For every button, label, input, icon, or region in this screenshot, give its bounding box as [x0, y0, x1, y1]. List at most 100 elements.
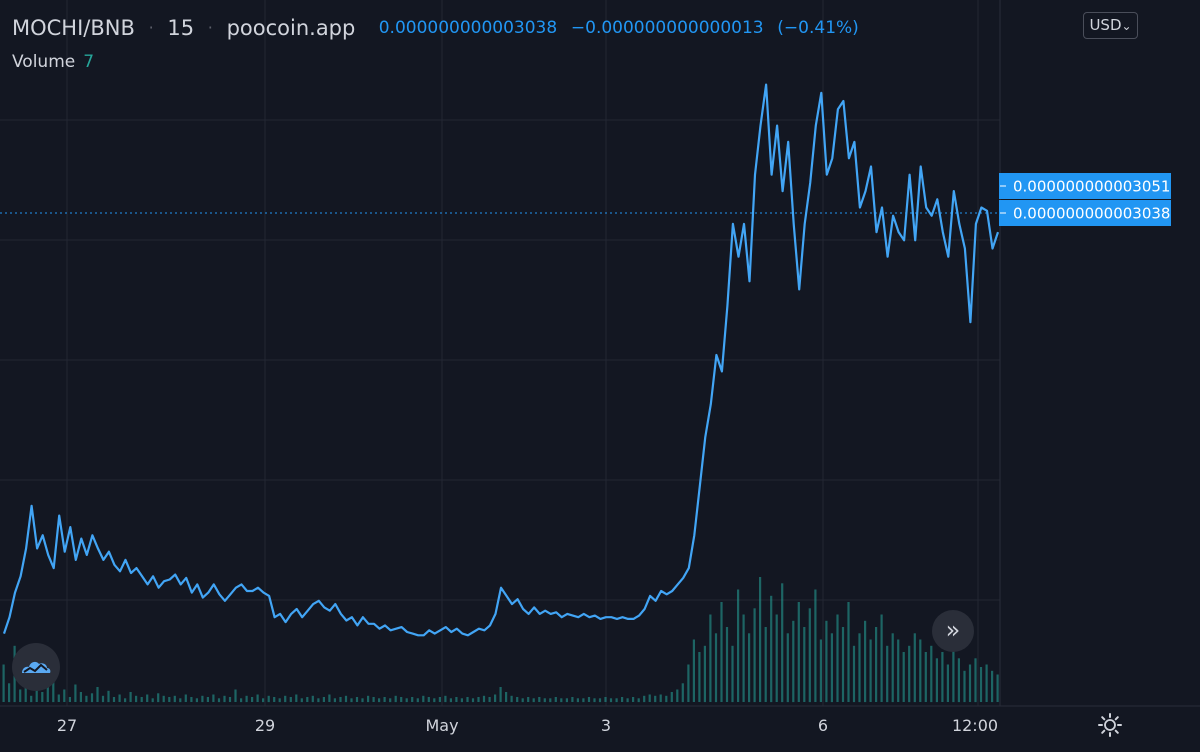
volume-bar [344, 695, 348, 703]
volume-bar [162, 695, 165, 703]
volume-bars [2, 577, 999, 703]
volume-bar [924, 652, 927, 702]
volume-bar [228, 697, 232, 702]
volume-bar [786, 633, 789, 703]
volume-bar [427, 697, 430, 702]
volume-bar [637, 698, 640, 703]
volume-bar [819, 639, 822, 702]
volume-bar [753, 608, 756, 703]
volume-bar [886, 645, 889, 703]
currency-label: USD [1089, 16, 1122, 34]
x-tick-label: May [425, 716, 458, 735]
volume-bar [957, 658, 960, 703]
volume-bar [422, 695, 425, 703]
volume-bar [648, 694, 651, 702]
volume-bar [941, 652, 944, 702]
price-axis-label-text: 0.000000000003038 [1013, 205, 1170, 223]
volume-bar [168, 697, 171, 702]
volume-bar [742, 614, 745, 702]
volume-bar [808, 608, 811, 703]
volume-bar [107, 690, 110, 703]
volume-bar [632, 697, 635, 702]
volume-bar [681, 683, 684, 703]
volume-bar [996, 674, 999, 702]
volume-bar [124, 698, 127, 703]
volume-bar [952, 645, 955, 703]
volume-bar [57, 694, 60, 702]
volume-bar [825, 620, 828, 703]
volume-bar [256, 694, 259, 702]
volume-bar [284, 695, 287, 703]
volume-bar [875, 627, 878, 702]
volume-bar [709, 614, 712, 702]
volume-bar [775, 614, 778, 702]
volume-bar [245, 695, 248, 703]
volume-bar [621, 697, 624, 702]
volume-bar [278, 698, 281, 703]
currency-selector[interactable]: USD⌄ [1083, 12, 1138, 39]
tradingview-logo[interactable] [12, 643, 60, 691]
volume-bar [869, 639, 872, 702]
volume-bar [383, 697, 386, 702]
volume-bar [626, 698, 629, 703]
volume-bar [449, 698, 452, 703]
volume-bar [135, 695, 138, 703]
volume-bar [240, 698, 243, 703]
tradingview-cloud-logo-icon [22, 661, 51, 673]
volume-bar [703, 645, 706, 703]
volume-bar [549, 698, 552, 703]
volume-bar [333, 698, 336, 703]
volume-bar [8, 683, 11, 703]
volume-bar [803, 627, 806, 702]
volume-bar [466, 697, 469, 702]
volume-bar [968, 664, 972, 702]
volume-bar [195, 698, 198, 703]
volume-bar [146, 694, 149, 702]
volume-bar [665, 695, 668, 703]
volume-bar [670, 692, 673, 702]
volume-label[interactable]: Volume [12, 52, 76, 72]
volume-bar [438, 697, 441, 702]
volume-bar [212, 694, 215, 702]
interval-label[interactable]: 15 [167, 16, 195, 40]
price-change-percent: (−0.41%) [777, 18, 859, 38]
volume-bar [897, 639, 900, 702]
volume-bar [891, 633, 894, 703]
chart-settings-button[interactable] [1097, 712, 1123, 738]
volume-bar [858, 633, 861, 703]
volume-bar [692, 639, 695, 702]
x-tick-label: 29 [255, 716, 275, 735]
volume-bar [300, 698, 303, 703]
volume-bar [112, 697, 116, 702]
volume-bar [527, 697, 530, 702]
volume-bar [372, 697, 375, 702]
volume-bar [400, 697, 403, 702]
volume-bar [251, 697, 254, 702]
volume-bar [676, 689, 679, 702]
scroll-to-realtime-button[interactable]: » [932, 610, 974, 652]
volume-bar [720, 602, 723, 702]
volume-bar [223, 695, 226, 703]
volume-bar [488, 697, 491, 702]
volume-bar [643, 695, 646, 703]
volume-bar [543, 698, 546, 703]
volume-bar [609, 698, 613, 703]
volume-bar [234, 689, 237, 702]
price-axis-label: 0.000000000003051 [999, 173, 1171, 199]
volume-bar [604, 697, 607, 702]
volume-bar [571, 697, 574, 702]
volume-bar [405, 698, 408, 703]
volume-bar [96, 687, 99, 702]
volume-bar [565, 698, 568, 703]
time-axis[interactable]: 27 29 May 3 6 12:00 [57, 716, 998, 735]
volume-bar [267, 695, 270, 703]
volume-bar [847, 602, 850, 702]
volume-bar [101, 695, 105, 703]
chevron-down-icon: ⌄ [1121, 19, 1132, 33]
volume-bar [974, 658, 977, 703]
grid-lines [0, 0, 1000, 706]
symbol-label[interactable]: MOCHI/BNB [12, 16, 135, 40]
volume-bar [262, 698, 265, 703]
